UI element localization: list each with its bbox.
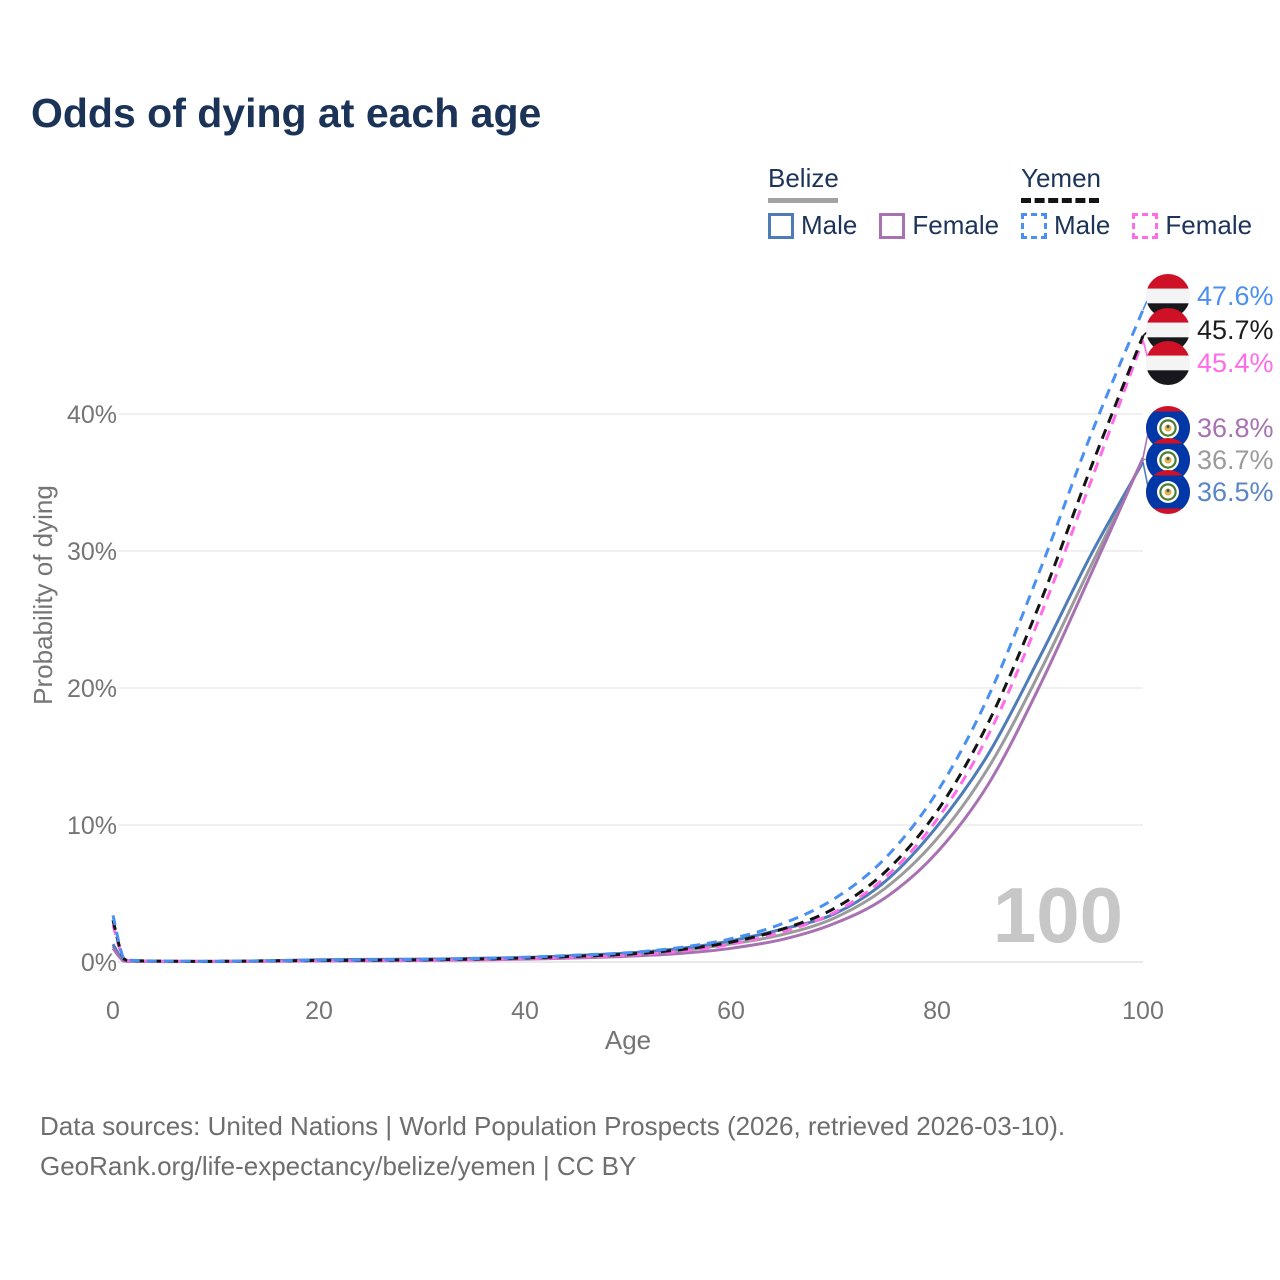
- legend-label-belize-male[interactable]: Male: [801, 210, 858, 240]
- end-label-value: 47.6%: [1197, 280, 1274, 311]
- x-tick-100: 100: [1122, 997, 1164, 1025]
- yemen-flag-icon: [1146, 341, 1190, 385]
- legend-group-yemen: Yemen Male Female: [1021, 163, 1252, 241]
- legend-group-belize: Belize Male Female: [768, 163, 999, 241]
- series-line-belize-male[interactable]: [111, 461, 1145, 963]
- y-tick-10: 10%: [67, 812, 117, 840]
- footer: Data sources: United Nations | World Pop…: [40, 1106, 1065, 1186]
- legend-country-yemen[interactable]: Yemen: [1021, 163, 1101, 193]
- page-title: Odds of dying at each age: [31, 90, 542, 136]
- x-tick-40: 40: [511, 997, 539, 1025]
- end-label-belize-total: 36.7%: [1146, 438, 1274, 482]
- legend-label-yemen-female[interactable]: Female: [1165, 210, 1253, 240]
- end-label-value: 36.7%: [1197, 444, 1274, 475]
- legend-label-belize-female[interactable]: Female: [912, 210, 1000, 240]
- x-tick-60: 60: [717, 997, 745, 1025]
- x-tick-80: 80: [923, 997, 951, 1025]
- belize-total-line-swatch: [768, 198, 838, 203]
- yemen-total-line-swatch: [1021, 198, 1099, 203]
- x-axis-title: Age: [605, 1025, 651, 1055]
- end-label-belize-female: 36.8%: [1146, 406, 1274, 450]
- belize-flag-icon: [1146, 470, 1190, 514]
- yemen-male-swatch[interactable]: [1021, 212, 1047, 239]
- end-label-belize-male: 36.5%: [1146, 470, 1274, 514]
- legend-country-belize[interactable]: Belize: [768, 163, 839, 193]
- data-sources-line: Data sources: United Nations | World Pop…: [40, 1111, 1066, 1141]
- y-tick-20: 20%: [67, 675, 117, 703]
- age-watermark: 100: [993, 871, 1123, 959]
- y-tick-30: 30%: [67, 538, 117, 566]
- x-tick-20: 20: [305, 997, 333, 1025]
- series-line-belize-female[interactable]: [111, 457, 1145, 964]
- series-line-belize-total[interactable]: [111, 458, 1145, 963]
- y-tick-0: 0%: [81, 949, 117, 977]
- y-axis-title: Probability of dying: [28, 485, 58, 705]
- end-label-yemen-male: 47.6%: [1146, 274, 1274, 318]
- series-line-yemen-total[interactable]: [111, 335, 1145, 963]
- belize-flag-icon: [1146, 406, 1190, 450]
- end-label-value: 36.5%: [1197, 476, 1274, 507]
- yemen-female-swatch[interactable]: [1132, 212, 1159, 239]
- y-tick-40: 40%: [67, 401, 117, 429]
- attribution-line: GeoRank.org/life-expectancy/belize/yemen…: [40, 1151, 637, 1181]
- belize-female-swatch[interactable]: [879, 212, 906, 239]
- legend-label-yemen-male[interactable]: Male: [1054, 210, 1111, 240]
- belize-male-swatch[interactable]: [768, 212, 794, 239]
- series-line-yemen-female[interactable]: [111, 339, 1145, 963]
- x-tick-0: 0: [106, 997, 120, 1025]
- end-label-value: 45.4%: [1197, 347, 1274, 378]
- end-label-yemen-female: 45.4%: [1146, 341, 1274, 385]
- end-label-value: 45.7%: [1197, 314, 1274, 345]
- end-label-value: 36.8%: [1197, 412, 1274, 443]
- series-line-yemen-male[interactable]: [111, 309, 1145, 963]
